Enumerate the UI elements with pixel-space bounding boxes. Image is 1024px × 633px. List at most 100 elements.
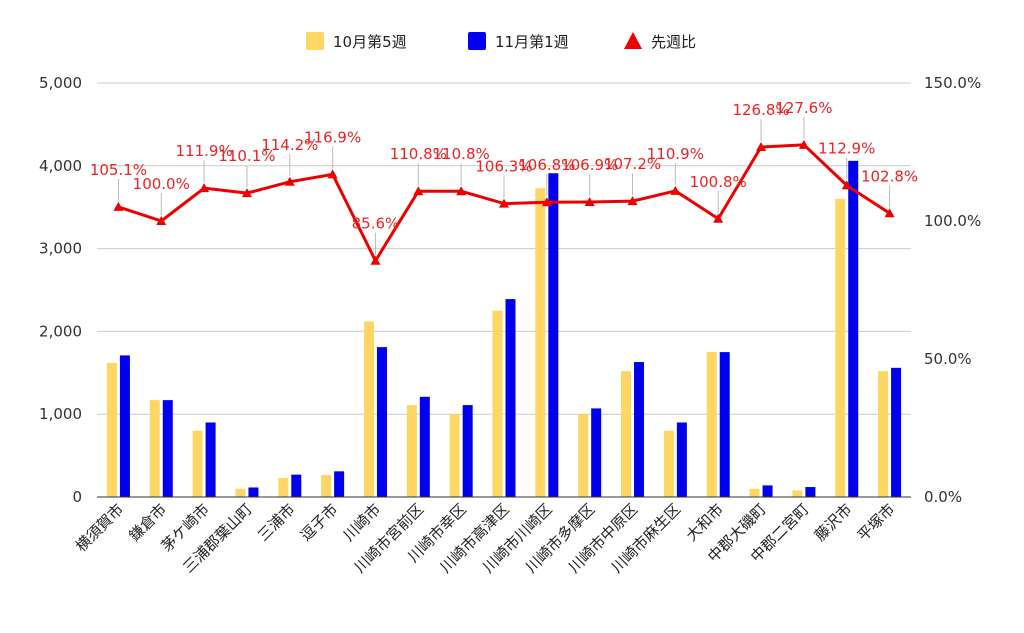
bar-oct-week5: [792, 490, 803, 497]
y-tick-label: 5,000: [39, 74, 82, 92]
legend-marker: [624, 32, 642, 49]
bar-oct-week5: [149, 400, 160, 497]
ratio-data-label: 100.0%: [133, 175, 190, 193]
bar-oct-week5: [406, 405, 417, 497]
bar-nov-week1: [162, 400, 173, 497]
ratio-marker: [499, 198, 509, 208]
bar-oct-week5: [621, 371, 632, 497]
ratio-marker: [370, 255, 381, 265]
bar-oct-week5: [835, 198, 846, 498]
bar-oct-week5: [663, 430, 674, 497]
bar-oct-week5: [535, 188, 546, 497]
bar-nov-week1: [891, 367, 902, 497]
ratio-data-label: 106.8%: [518, 156, 575, 174]
y2-tick-label: 150.0%: [924, 74, 981, 92]
bar-nov-week1: [591, 408, 602, 497]
bar-nov-week1: [762, 485, 773, 497]
y-tick-label: 2,000: [39, 322, 82, 340]
legend-item: 11月第1週: [468, 32, 569, 51]
ratio-data-label: 110.8%: [390, 145, 447, 163]
y-tick-label: 4,000: [39, 157, 82, 175]
ratio-data-label: 110.8%: [433, 145, 490, 163]
bar-oct-week5: [192, 430, 203, 497]
legend-label: 10月第5週: [333, 33, 407, 51]
x-tick-label: 三浦市: [254, 500, 299, 545]
ratio-marker: [199, 183, 210, 193]
bar-nov-week1: [205, 422, 216, 497]
bar-nov-week1: [719, 352, 730, 497]
ratio-marker: [798, 139, 809, 149]
ratio-data-label: 116.9%: [304, 128, 361, 146]
bar-nov-week1: [334, 471, 345, 497]
bar-nov-week1: [376, 347, 387, 497]
bar-oct-week5: [706, 352, 717, 497]
y-tick-label: 0: [72, 488, 82, 506]
legend-item: 先週比: [624, 32, 696, 51]
bar-oct-week5: [106, 362, 117, 497]
ratio-marker: [584, 196, 595, 206]
bar-oct-week5: [492, 310, 503, 497]
ratio-data-label: 85.6%: [352, 215, 400, 233]
ratio-marker: [756, 142, 767, 152]
ratio-marker: [841, 180, 852, 190]
ratio-data-label: 106.9%: [561, 156, 618, 174]
bar-nov-week1: [291, 474, 302, 497]
bar-oct-week5: [363, 321, 374, 497]
legend: 10月第5週 11月第1週 先週比: [306, 32, 696, 51]
bar-oct-week5: [278, 477, 289, 497]
ratio-line: [113, 139, 895, 265]
ratio-data-label: 107.2%: [604, 155, 661, 173]
bar-nov-week1: [634, 362, 645, 497]
y2-tick-label: 0.0%: [924, 488, 962, 506]
ratio-marker: [113, 201, 124, 211]
y2-tick-label: 50.0%: [924, 350, 972, 368]
bar-nov-week1: [805, 487, 816, 497]
bar-nov-week1: [848, 160, 859, 497]
bar-oct-week5: [878, 371, 889, 497]
bar-nov-week1: [505, 299, 516, 497]
ratio-marker: [456, 186, 467, 196]
legend-swatch: [306, 32, 324, 50]
ratio-marker: [541, 197, 552, 207]
ratio-data-label: 126.8%: [732, 101, 789, 119]
bar-oct-week5: [235, 488, 246, 497]
legend-item: 10月第5週: [306, 32, 407, 51]
bar-oct-week5: [321, 475, 332, 497]
bars: [106, 160, 902, 498]
ratio-data-label: 111.9%: [176, 142, 233, 160]
legend-swatch: [468, 32, 486, 50]
ratio-marker: [284, 176, 295, 186]
bar-oct-week5: [749, 488, 760, 497]
data-labels: 105.1%100.0% 111.9%110.1%114.2%116.9% 85.6…: [90, 99, 918, 255]
y2-tick-label: 100.0%: [924, 212, 981, 230]
ratio-data-label: 110.9%: [647, 145, 704, 163]
ratio-marker: [241, 188, 252, 198]
y-tick-label: 3,000: [39, 240, 82, 258]
ratio-data-label: 110.1%: [218, 147, 275, 165]
x-tick-label: 藤沢市: [811, 500, 856, 545]
ratio-data-label: 102.8%: [861, 167, 918, 185]
x-tick-label: 逗子市: [297, 500, 342, 545]
ratio-marker: [627, 196, 638, 206]
bar-nov-week1: [676, 422, 687, 497]
bar-oct-week5: [578, 414, 589, 497]
legend-label: 11月第1週: [495, 33, 569, 51]
ratio-marker: [156, 216, 167, 225]
bar-nov-week1: [248, 487, 259, 497]
bar-nov-week1: [119, 355, 130, 497]
ratio-marker: [670, 185, 681, 195]
bar-oct-week5: [449, 414, 460, 497]
bar-nov-week1: [548, 173, 559, 497]
ratio-marker: [327, 169, 338, 179]
legend-label: 先週比: [651, 33, 696, 51]
ratio-data-label: 114.2%: [261, 136, 318, 154]
bar-nov-week1: [419, 396, 430, 497]
bar-nov-week1: [462, 405, 473, 497]
ratio-marker: [713, 213, 724, 223]
ratio-data-label: 127.6%: [775, 99, 832, 117]
ratio-data-label: 106.3%: [475, 158, 532, 176]
ratio-marker: [413, 186, 424, 196]
ratio-data-label: 112.9%: [818, 139, 875, 157]
